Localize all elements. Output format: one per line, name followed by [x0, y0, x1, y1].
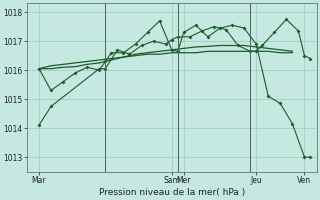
X-axis label: Pression niveau de la mer( hPa ): Pression niveau de la mer( hPa )	[99, 188, 245, 197]
